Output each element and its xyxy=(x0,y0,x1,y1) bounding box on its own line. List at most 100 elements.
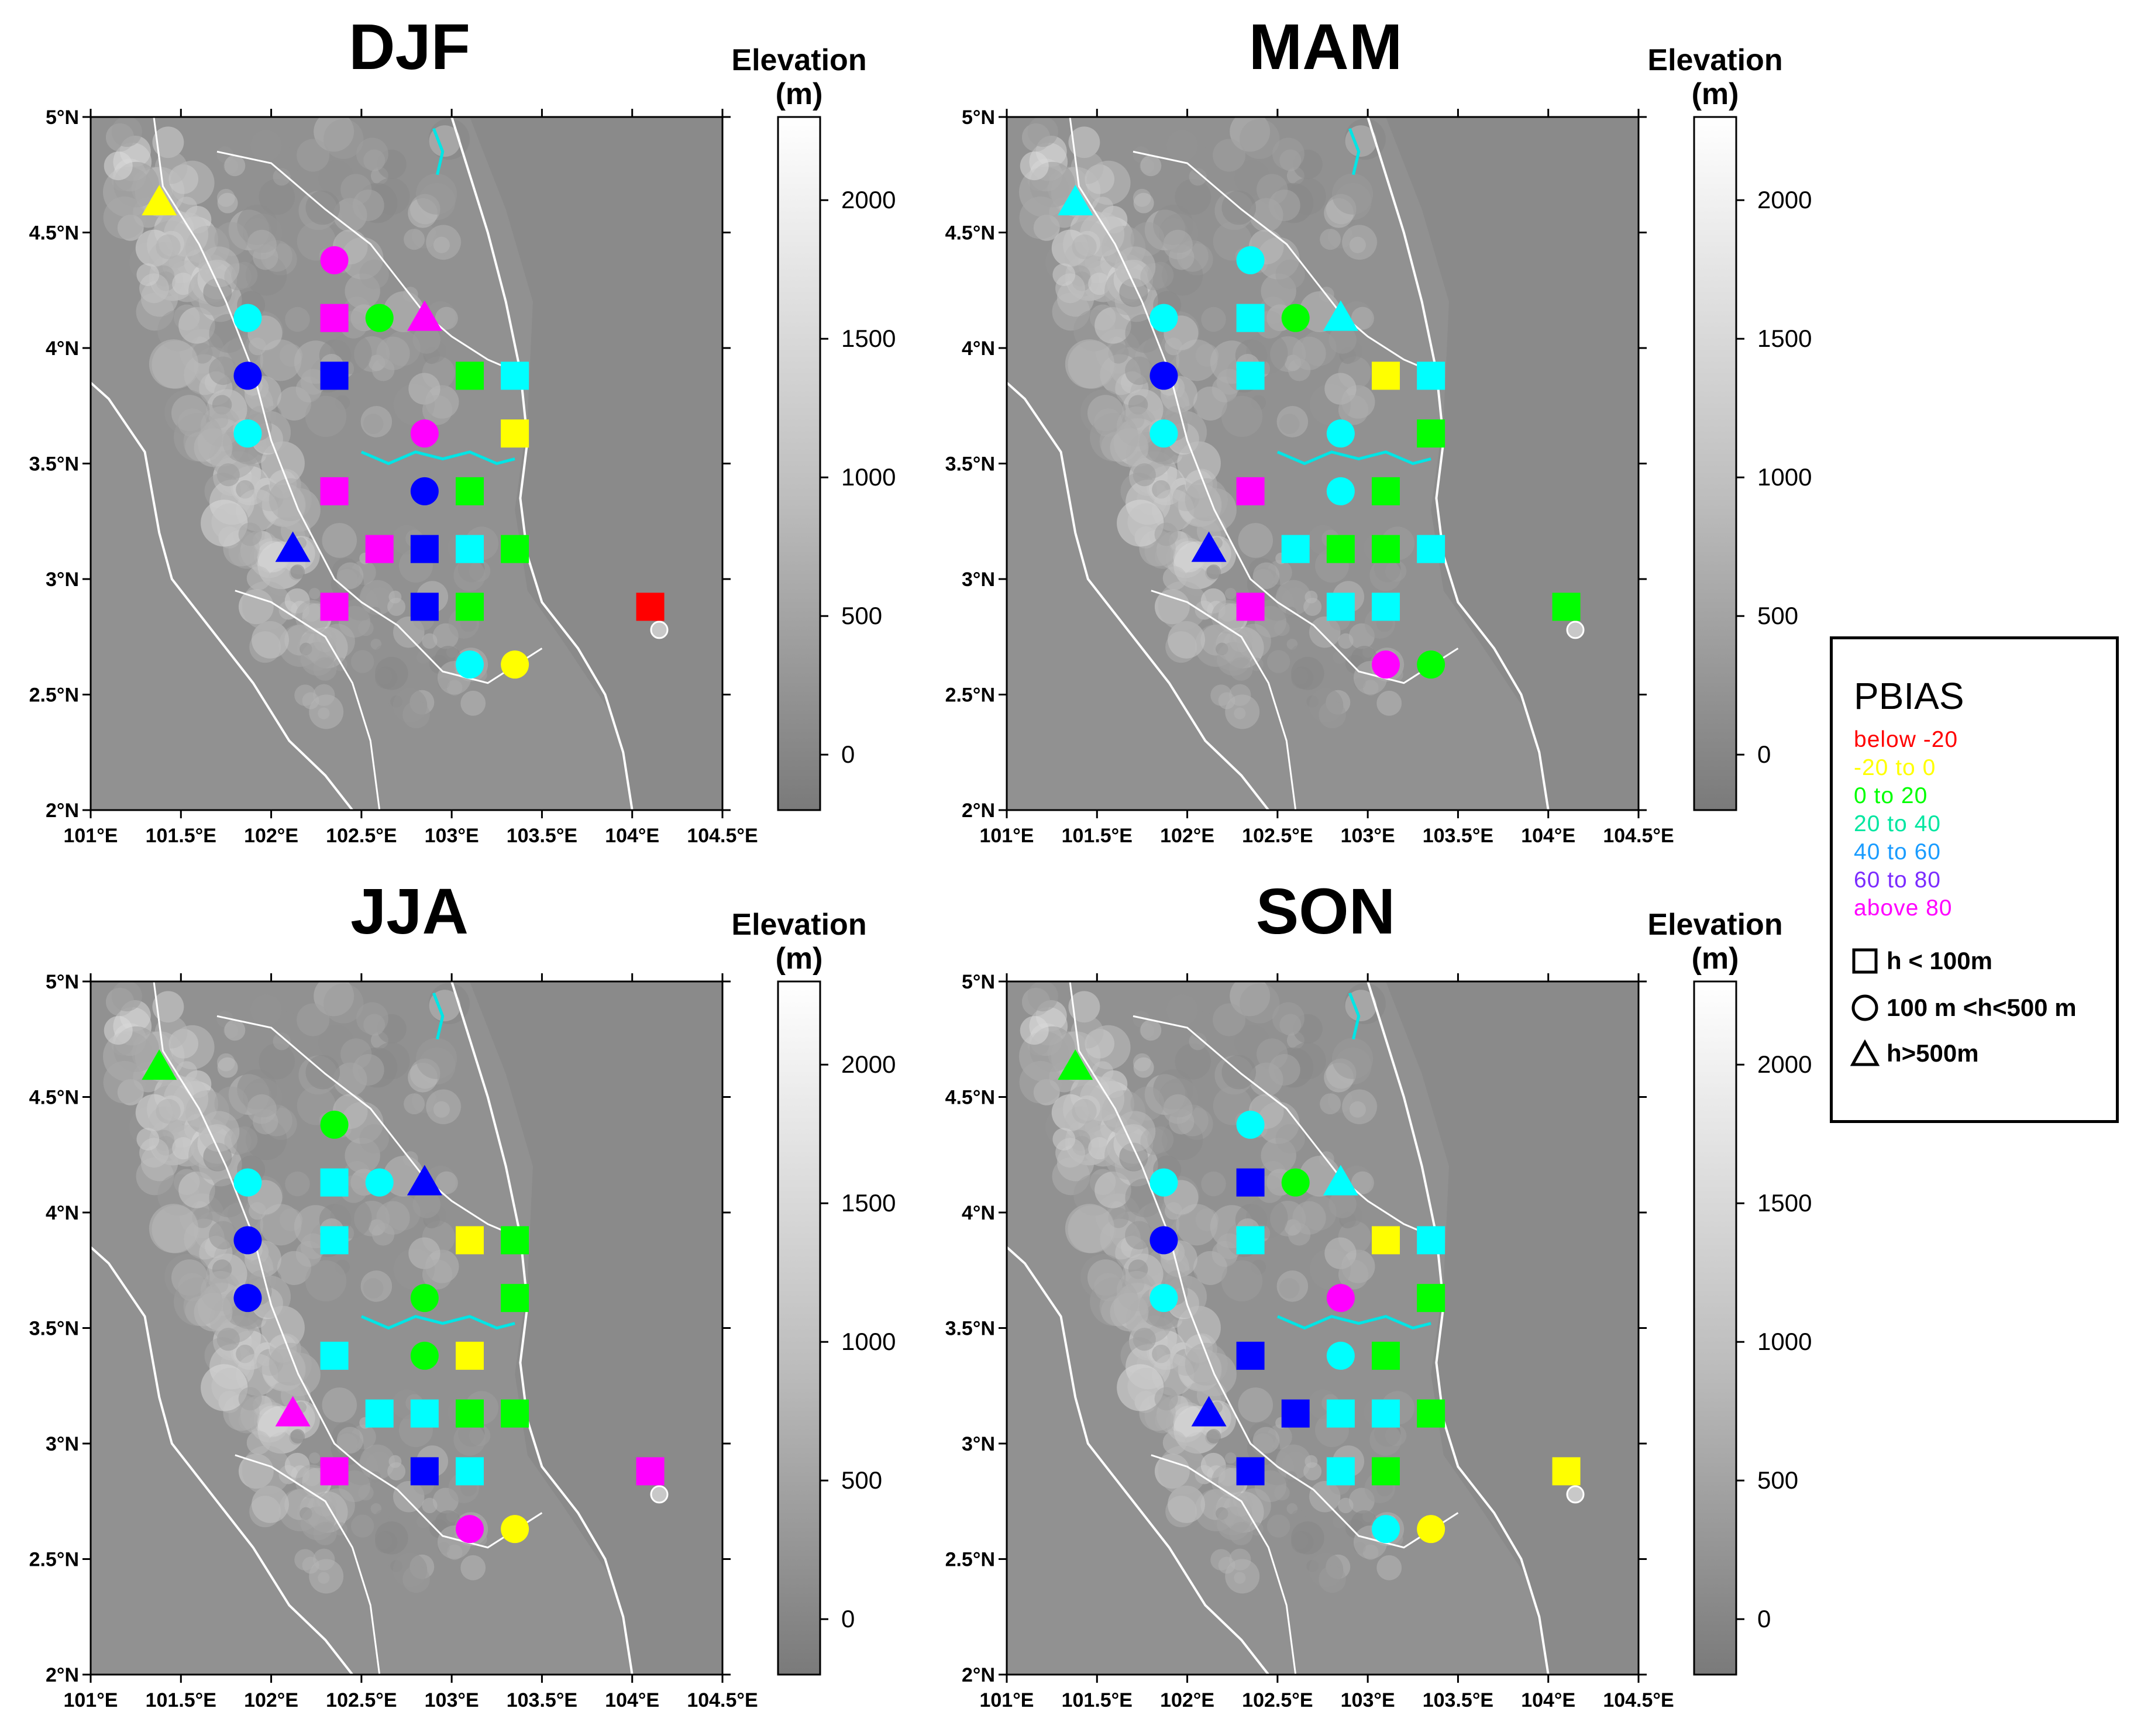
relief-patch xyxy=(357,1484,374,1501)
station-marker-square xyxy=(410,535,439,563)
lat-tick-label: 4°N xyxy=(962,1202,995,1224)
station-marker-square xyxy=(501,1226,529,1255)
state-boundary xyxy=(1069,117,1459,684)
relief-patch xyxy=(1072,1098,1097,1124)
relief-patch xyxy=(1116,406,1157,447)
relief-patch xyxy=(1175,1043,1211,1080)
lat-tick-label: 3°N xyxy=(962,569,995,591)
relief-patch xyxy=(1072,234,1097,260)
lat-tick-label: 5°N xyxy=(46,971,79,993)
relief-patch xyxy=(247,1094,277,1124)
lat-tick-label: 3.5°N xyxy=(29,453,79,476)
island xyxy=(650,1485,669,1504)
station-marker-square xyxy=(501,535,529,563)
relief-patch xyxy=(238,522,262,546)
relief-patch xyxy=(1027,117,1058,147)
relief-patch xyxy=(1328,326,1357,354)
relief-patch xyxy=(200,406,241,447)
lon-tick-label: 104.5°E xyxy=(687,825,758,847)
station-marker-circle xyxy=(233,304,262,332)
lon-tick-label: 102.5°E xyxy=(1242,825,1313,847)
relief-patch xyxy=(1168,1485,1205,1523)
relief-patch xyxy=(1305,590,1318,604)
river-north xyxy=(432,992,445,1040)
relief-patch xyxy=(356,1002,388,1035)
station-marker-square xyxy=(1372,1457,1400,1486)
west-coastline xyxy=(91,1246,354,1675)
relief-patch xyxy=(1225,1559,1260,1594)
relief-patch xyxy=(224,1019,246,1041)
relief-patch xyxy=(1333,650,1347,664)
relief-patch xyxy=(1206,564,1221,579)
legend-class-minus20-0: -20 to 0 xyxy=(1854,755,1936,780)
river-north xyxy=(1348,128,1361,175)
relief-patch xyxy=(1125,356,1154,385)
state-boundary xyxy=(235,1454,381,1675)
lat-tick-label: 2°N xyxy=(962,1664,995,1686)
relief-patch xyxy=(1154,522,1178,546)
relief-patch xyxy=(1320,1093,1341,1115)
station-marker-square xyxy=(1372,1226,1400,1255)
island xyxy=(650,621,669,639)
relief-patch xyxy=(1052,1128,1076,1151)
station-marker-circle xyxy=(456,650,484,679)
relief-patch xyxy=(1216,368,1242,395)
relief-patch xyxy=(1116,1270,1157,1311)
relief-patch xyxy=(1210,684,1232,707)
lon-tick-label: 104°E xyxy=(1521,1689,1575,1711)
station-marker-circle xyxy=(233,1168,262,1197)
relief-patch xyxy=(1092,1061,1114,1083)
relief-patch xyxy=(305,1260,347,1302)
relief-patch xyxy=(1332,173,1374,215)
relief-patch xyxy=(1349,236,1366,253)
map-layer xyxy=(91,981,722,1675)
relief-patch xyxy=(1240,119,1280,159)
station-marker-square xyxy=(1236,304,1265,332)
station-marker-triangle xyxy=(275,1396,311,1427)
station-marker-triangle xyxy=(142,185,177,216)
relief-patch xyxy=(216,463,240,487)
relief-patch xyxy=(460,690,486,716)
relief-patch xyxy=(201,1364,248,1411)
relief-patch xyxy=(152,126,184,159)
station-marker-square xyxy=(410,1457,439,1486)
lon-tick-label: 102°E xyxy=(1160,825,1214,847)
elevation-tick-label: 0 xyxy=(1757,1605,1771,1632)
station-marker-square xyxy=(456,535,484,563)
relief-patch xyxy=(1133,463,1156,487)
station-marker-square xyxy=(1417,1226,1445,1255)
relief-patch xyxy=(149,1204,199,1253)
state-boundary xyxy=(1151,590,1297,810)
relief-patch xyxy=(178,408,206,437)
elevation-tick-label: 1000 xyxy=(841,1328,896,1355)
relief-patch xyxy=(294,684,316,707)
relief-patch xyxy=(1305,1455,1318,1468)
station-marker-square xyxy=(365,1399,394,1428)
legend-shape-square-label: h < 100m xyxy=(1887,947,1992,974)
west-coastline xyxy=(1007,1246,1270,1675)
station-marker-triangle xyxy=(1323,300,1358,331)
map-svg: MAM 5°N 4.5°N 4°N 3.5°N 3°N 2.5°N 2°N 101°E 101.5… xyxy=(945,11,1812,847)
lon-tick-label: 101°E xyxy=(979,1689,1034,1711)
legend-class-above-80: above 80 xyxy=(1854,895,1953,921)
station-marker-square xyxy=(320,361,349,390)
lon-tick-label: 101.5°E xyxy=(1062,1689,1133,1711)
relief-patch xyxy=(1162,566,1187,590)
relief-patch xyxy=(273,1011,301,1040)
station-marker-square xyxy=(1281,1399,1310,1428)
relief-patch xyxy=(178,1273,206,1301)
relief-patch xyxy=(1221,395,1263,438)
station-marker-circle xyxy=(456,1515,484,1544)
relief-patch xyxy=(201,500,248,547)
relief-patch xyxy=(375,1510,390,1524)
elevation-units: (m) xyxy=(1692,942,1739,976)
east-coastline xyxy=(450,117,634,810)
relief-patch xyxy=(1369,1424,1402,1456)
relief-patch xyxy=(1275,259,1305,290)
east-coastline xyxy=(450,981,634,1675)
relief-patch xyxy=(269,1342,312,1386)
panel-title: JJA xyxy=(350,876,469,948)
station-marker-square xyxy=(636,593,665,621)
relief-patch xyxy=(103,1060,146,1104)
station-marker-square xyxy=(456,1226,484,1255)
